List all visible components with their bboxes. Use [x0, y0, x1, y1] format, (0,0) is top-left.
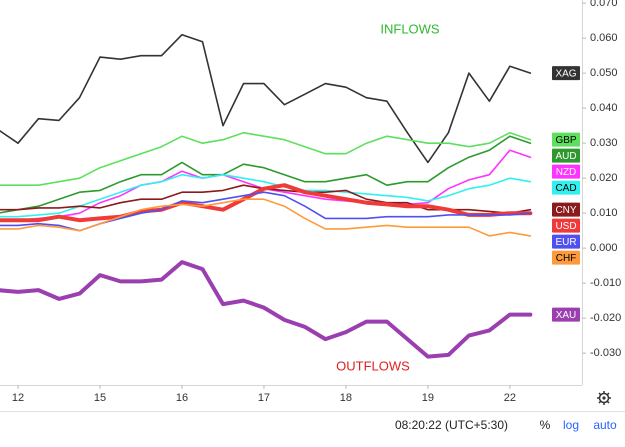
legend-entry: EUR — [555, 237, 576, 248]
legend-entry: CAD — [555, 183, 576, 194]
series-label-box — [552, 66, 580, 81]
y-tick-label: -0.030 — [590, 347, 621, 359]
auto-toggle[interactable]: auto — [593, 418, 617, 432]
legend-entry: XAU — [556, 310, 577, 321]
x-tick-label: 17 — [258, 392, 270, 404]
inflows-annotation: INFLOWS — [380, 21, 440, 36]
series-label-box — [552, 250, 580, 265]
series-label-box — [552, 307, 580, 322]
series-label-box — [552, 180, 580, 195]
legend-entry: CHF — [556, 253, 577, 264]
settings-gear[interactable] — [597, 391, 611, 405]
legend-entry: XAG — [555, 68, 576, 79]
percent-toggle[interactable]: % — [540, 418, 551, 432]
y-tick-label: 0.000 — [590, 242, 618, 254]
legend-entry: AUD — [555, 151, 576, 162]
series-label-box — [552, 202, 580, 217]
y-tick-label: 0.050 — [590, 67, 618, 79]
series-line — [0, 260, 533, 359]
series-label-box — [552, 234, 580, 249]
series-line — [0, 131, 532, 186]
plot-area — [0, 33, 533, 359]
x-tick-label: 18 — [340, 392, 352, 404]
legend-entry: USD — [555, 221, 576, 232]
legend-entry: GBP — [555, 135, 576, 146]
x-tick-label: 15 — [94, 392, 106, 404]
y-tick-label: 0.070 — [590, 0, 618, 9]
series-line — [0, 183, 533, 223]
series-line — [0, 135, 532, 214]
series-line — [0, 173, 532, 218]
series-label-box — [552, 218, 580, 233]
series-line — [0, 198, 532, 237]
series-label-box — [552, 132, 580, 147]
series-label-box — [552, 164, 580, 179]
legend-entry: NZD — [556, 167, 577, 178]
y-tick-label: 0.040 — [590, 102, 618, 114]
x-tick-label: 12 — [12, 392, 24, 404]
series-label-box — [552, 148, 580, 163]
legend-entry: CNY — [555, 205, 576, 216]
y-tick-label: -0.020 — [590, 312, 621, 324]
y-tick-label: 0.020 — [590, 172, 618, 184]
x-tick-label: 19 — [422, 392, 434, 404]
outflows-annotation: OUTFLOWS — [336, 358, 410, 373]
log-toggle[interactable]: log — [563, 418, 579, 432]
status-time: 08:20:22 (UTC+5:30) — [395, 418, 508, 432]
y-tick-label: 0.030 — [590, 137, 618, 149]
y-tick-label: -0.010 — [590, 277, 621, 289]
y-tick-label: 0.060 — [590, 32, 618, 44]
x-tick-label: 22 — [504, 392, 516, 404]
y-tick-label: 0.010 — [590, 207, 618, 219]
x-tick-label: 16 — [176, 392, 188, 404]
